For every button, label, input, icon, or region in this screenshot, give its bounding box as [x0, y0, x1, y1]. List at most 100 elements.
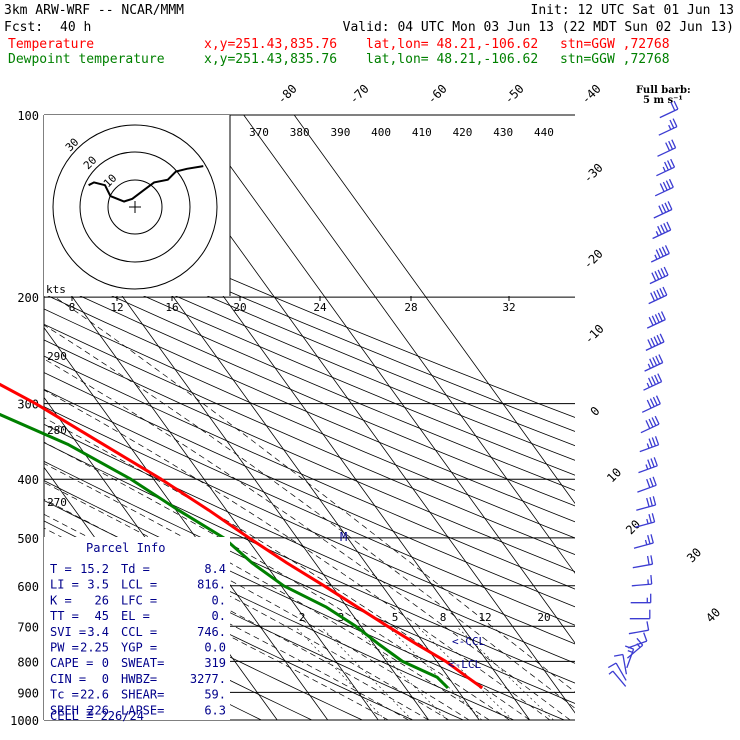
isotherm-label: -70 [347, 82, 372, 107]
parcel-row-key-right: LCL = [121, 578, 157, 592]
wind-barb [658, 118, 678, 136]
temp-loc-xy: x,y=251.43,835.76 [204, 37, 337, 52]
wind-barb [633, 534, 654, 549]
mixing-ratio-line [456, 626, 554, 720]
parcel-row-val-left: 15.2 [80, 562, 109, 576]
parcel-row-key-left: TT = [50, 609, 79, 623]
theta-label: 390 [330, 126, 350, 139]
wind-speed-tick-label: 24 [313, 301, 327, 314]
wind-barb [652, 221, 672, 240]
isotherm-line [243, 115, 575, 574]
parcel-row-key-right: EL = [121, 609, 150, 623]
dry-adiabat-line [44, 339, 575, 573]
dry-adiabat-line [44, 236, 575, 461]
wind-barb [657, 139, 677, 157]
hodo-unit-label: kts [46, 283, 66, 296]
wind-barb [645, 333, 665, 351]
dry-adiabat-line [44, 423, 575, 664]
wind-barb [650, 245, 670, 263]
wind-speed-tick-label: 12 [110, 301, 123, 314]
mixing-ratio-line [294, 626, 386, 720]
dry-adiabat-line [44, 196, 575, 418]
dew-loc-latlon: lat,lon= 48.21,-106.62 [366, 52, 538, 67]
dry-adiabat-line [44, 563, 363, 720]
isotherm-label: -10 [582, 322, 607, 347]
theta-label: 380 [290, 126, 310, 139]
marker-m: M [340, 530, 347, 544]
parcel-row-val-left: 0 [102, 656, 109, 670]
parcel-row-val-right: 59. [204, 688, 226, 702]
dry-adiabat-line [44, 209, 575, 432]
wind-speed-axis: 8 12 16 20 24 28 32 [69, 296, 516, 314]
hodograph-trace [88, 165, 204, 203]
parcel-row-key-right: CCL = [121, 625, 157, 639]
wind-barb [656, 158, 676, 177]
wind-barb [629, 609, 651, 620]
isotherm-label: 20 [623, 517, 643, 537]
mixing-ratio-label: 20 [537, 611, 550, 624]
parcel-row-key-right: SWEAT= [121, 656, 164, 670]
theta-label: 420 [453, 126, 473, 139]
parcel-row-key-right: LFC = [121, 593, 157, 607]
parcel-cell: CELL = 226/24 [50, 709, 144, 723]
wind-barb [644, 354, 664, 372]
temperature-legend: Temperature [8, 37, 94, 52]
temp-loc-station: stn=GGW ,72768 [560, 37, 670, 52]
pressure-tick-label: 600 [17, 580, 39, 594]
dry-adiabat-line [44, 250, 575, 476]
isotherm-label: -50 [502, 82, 527, 107]
dew-loc-station: stn=GGW ,72768 [560, 52, 670, 67]
wind-speed-tick-label: 32 [502, 301, 515, 314]
dry-adiabat-line [44, 308, 575, 539]
parcel-row-key-left: Tc = [50, 688, 79, 702]
temperature-line [0, 382, 484, 690]
pressure-tick-label: 200 [17, 291, 39, 305]
parcel-row-val-left: 22.6 [80, 688, 109, 702]
parcel-row-val-left: 26 [95, 593, 109, 607]
wind-barb [608, 670, 627, 687]
theta-label: 400 [371, 126, 391, 139]
wind-speed-tick-label: 20 [233, 301, 246, 314]
isotherm-line [44, 326, 329, 720]
wind-barb [659, 100, 679, 119]
parcel-row-val-right: 6.3 [204, 703, 226, 717]
wind-barb [640, 415, 660, 434]
isotherm-label: 10 [604, 465, 624, 485]
parcel-row-key-right: YGP = [121, 641, 157, 655]
pressure-tick-label: 1000 [10, 714, 39, 728]
temp-loc-latlon: lat,lon= 48.21,-106.62 [366, 37, 538, 52]
hodograph-ring-20 [79, 151, 191, 263]
parcel-row-key-right: LAPSE= [121, 703, 164, 717]
wind-barb [653, 201, 673, 219]
parcel-row-val-right: 746. [197, 625, 226, 639]
wind-speed-tick-label: 8 [69, 301, 76, 314]
model-title: 3km ARW-WRF -- NCAR/MMM [4, 3, 184, 18]
dry-adiabat-line [44, 406, 575, 645]
series-layer [0, 382, 484, 690]
marker-ccl: <-CCL [452, 635, 485, 648]
mixing-ratio-label: 8 [440, 611, 447, 624]
isotherm-label: -40 [579, 82, 604, 107]
wind-barbs [607, 100, 679, 687]
parcel-row-val-left: 3.4 [87, 625, 109, 639]
mixing-ratio-label: 12 [478, 611, 491, 624]
parcel-row-val-right: 0. [212, 593, 226, 607]
parcel-row-val-right: 0. [212, 609, 226, 623]
wind-barb [648, 286, 668, 305]
isotherm-line [192, 115, 575, 644]
isotherm-label: -30 [581, 161, 606, 186]
isotherm-label: 30 [684, 545, 704, 565]
full-barb-label: Full barb: [636, 85, 691, 96]
wind-barb [630, 593, 652, 604]
parcel-row-val-left: 45 [95, 609, 109, 623]
wind-barb [654, 178, 674, 197]
valid-time: Valid: 04 UTC Mon 03 Jun 13 (22 MDT Sun … [343, 20, 734, 35]
wind-barb [638, 457, 658, 474]
wind-barb [636, 496, 657, 511]
dry-adiabat-label: 290 [47, 350, 67, 363]
parcel-row-val-right: 8.4 [204, 562, 226, 576]
isotherm-label: -20 [581, 247, 606, 272]
parcel-info-box: Parcel Info T = 15.2 Td = 8.4 LI = 3.5 LCL = 81… [44, 537, 230, 723]
init-time: Init: 12 UTC Sat 01 Jun 13 [531, 3, 735, 18]
